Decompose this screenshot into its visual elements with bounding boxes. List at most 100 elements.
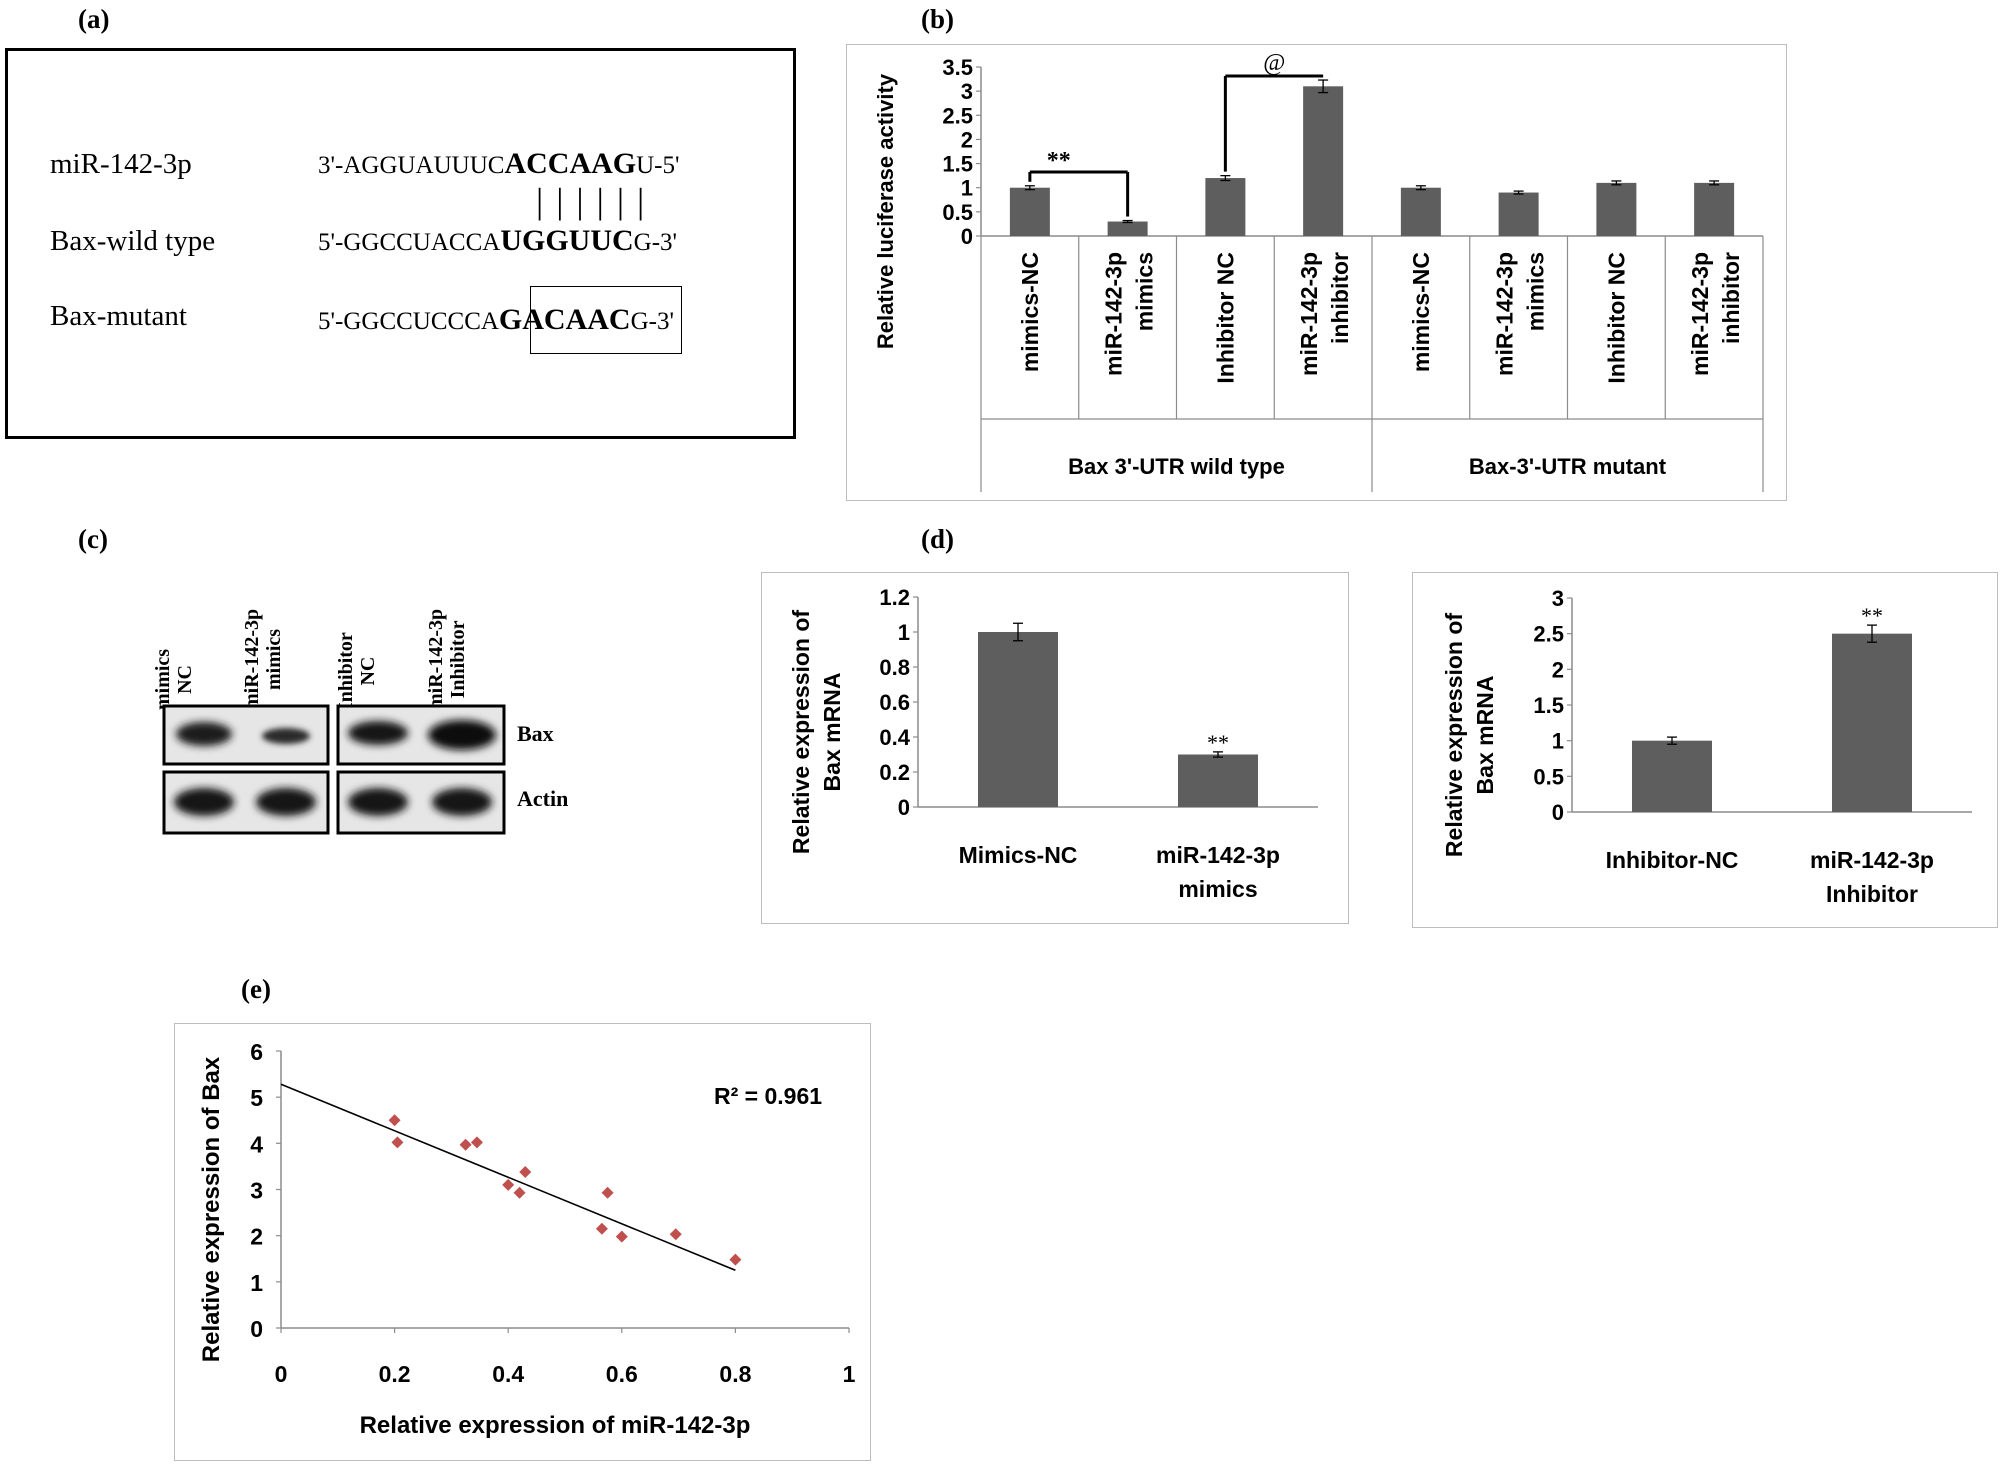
sig-b-0-text: ** [1047,148,1071,174]
ytick-label-b-4: 2 [961,127,973,152]
ytick-label-d1-6: 1.2 [879,585,910,610]
cat-label-b-2-line-0: Inhibitor NC [1212,252,1238,384]
cat-label-b-7: miR-142-3p inhibitor [1687,252,1744,376]
mutant-highlight-box [530,286,682,354]
cat-label-b-6: Inhibitor NC [1603,252,1629,384]
cat-label-d2-1-line-1: Inhibitor [1826,881,1918,907]
cat-label-b-1-line-0: miR-142-3p [1101,252,1127,376]
cat-label-b-5: miR-142-3p mimics [1492,252,1549,376]
ytick-label-d1-2: 0.4 [879,725,910,750]
lane-label-2: miR-142-3p mimics [241,560,313,710]
band-actin-lane2 [256,788,316,816]
band-bax-lane3 [348,721,408,745]
panel-d2-frame [1412,572,1998,928]
cat-label-b-5-line-0: miR-142-3p [1492,252,1518,376]
pairing-bars: | | | | | | [536,181,647,221]
band-label-bax: Bax [517,721,554,746]
ytick-label-e-0: 0 [250,1316,263,1342]
point-e-10 [669,1228,682,1241]
cat-label-b-1-line-1: mimics [1132,252,1158,331]
bar-d1-0 [978,632,1058,807]
seq-name-wt: Bax-wild type [50,225,216,257]
seq-mut-core: GACAAC [498,303,631,336]
cat-label-b-0-line-0: mimics-NC [1017,252,1043,372]
cat-label-d2-1-line-0: miR-142-3p [1810,847,1934,873]
ytick-label-b-3: 1.5 [942,152,973,177]
ytick-label-b-7: 3.5 [942,55,973,80]
ytick-label-e-2: 2 [250,1224,263,1250]
lane-label-2-line1: miR-142-3p [241,608,263,710]
panel-e-frame [174,1023,871,1461]
seq-mut-prefix: 5'-GGCCUCCCA [318,308,499,335]
ytick-label-e-5: 5 [250,1085,263,1111]
chart-d1: 0 0.2 0.4 0.6 0.8 1 1.2 Relative expression of B… [788,585,1318,902]
seq-name-mut: Bax-mutant [50,300,187,332]
cat-label-b-4-line-0: mimics-NC [1408,252,1434,372]
ytick-label-d2-2: 1 [1552,729,1564,754]
ytick-label-d1-4: 0.8 [879,655,910,680]
ylabel-d2: Relative expression of Bax mRNA [1441,613,1498,857]
chart-d2: 0 0.5 1 1.5 2 2.5 3 Relative expression of Bax m… [1441,586,1972,907]
point-e-9 [615,1230,628,1243]
xtick-label-e-1: 0.2 [379,1361,411,1387]
ytick-label-d2-4: 2 [1552,657,1564,682]
seq-mir-suffix: U-5' [636,152,680,179]
ytick-label-d1-5: 1 [898,620,910,645]
seq-wt-prefix: 5'-GGCCUACCA [318,229,501,256]
band-bax-lane2 [262,728,310,744]
cat-label-b-7-line-1: inhibitor [1718,252,1744,344]
panel-label-e: (e) [241,974,271,1004]
lane-label-3-line1: Inhibitor [335,632,357,710]
ytick-label-d2-1: 0.5 [1533,764,1564,789]
point-e-3 [470,1136,483,1149]
seq-wt: 5'-GGCCUACCAUGGUUCG-3' [318,224,677,258]
ytick-label-b-6: 3 [961,79,973,104]
ylabel-d2-line-1: Bax mRNA [1472,676,1498,795]
bar-b-5 [1498,192,1539,236]
band-label-actin: Actin [517,786,569,811]
cat-label-d1-0-line-0: Mimics-NC [959,842,1078,868]
bar-b-4 [1400,187,1441,236]
ytick-label-e-3: 3 [250,1178,263,1204]
bar-b-2 [1205,178,1246,236]
band-bax-lane4 [428,720,496,750]
cat-label-b-3-line-0: miR-142-3p [1296,252,1322,376]
lane-label-2-line2: mimics [263,628,285,690]
cat-label-b-3: miR-142-3p inhibitor [1296,252,1353,376]
panel-d1-frame [761,572,1349,924]
group-label-b-1: Bax-3'-UTR mutant [1469,454,1667,479]
ytick-label-d1-3: 0.6 [879,690,910,715]
lane-label-3: Inhibitor NC [335,560,407,710]
r2-label-e: R² = 0.961 [714,1083,822,1109]
ytick-label-d1-1: 0.2 [879,760,910,785]
xtick-label-e-2: 0.4 [492,1361,524,1387]
point-e-5 [513,1186,526,1199]
ytick-label-b-1: 0.5 [942,200,973,225]
bar-b-7 [1694,182,1735,236]
ytick-label-d2-6: 3 [1552,586,1564,611]
seq-mut-suffix: G-3' [630,308,674,335]
ylabel-d1-line-0: Relative expression of [788,610,814,854]
ylabel-e: Relative expression of Bax [198,1056,225,1362]
seq-mut: 5'-GGCCUCCCAGACAACG-3' [318,303,674,337]
ytick-label-e-4: 4 [250,1131,263,1157]
band-actin-lane3 [348,788,408,816]
band-actin-lane4 [432,788,492,816]
panel-label-d: (d) [921,524,954,554]
cat-label-d1-1-line-0: miR-142-3p [1156,842,1280,868]
ytick-label-e-1: 1 [250,1270,263,1296]
point-e-2 [459,1138,472,1151]
seq-wt-suffix: G-3' [633,229,678,256]
xtick-label-e-3: 0.6 [606,1361,638,1387]
cat-label-b-1: miR-142-3p mimics [1101,252,1158,376]
lane-label-4-line2: Inhibitor [447,620,469,699]
lane-label-1: mimics NC [152,560,224,710]
trendline-e [280,1083,736,1272]
band-actin-lane1 [174,788,234,816]
point-e-11 [729,1253,742,1266]
xtick-label-e-0: 0 [275,1361,288,1387]
sig-b-1-text: @ [1263,50,1285,76]
ytick-label-d2-3: 1.5 [1533,693,1564,718]
ytick-label-d2-0: 0 [1552,800,1564,825]
bar-d2-1 [1832,633,1912,812]
